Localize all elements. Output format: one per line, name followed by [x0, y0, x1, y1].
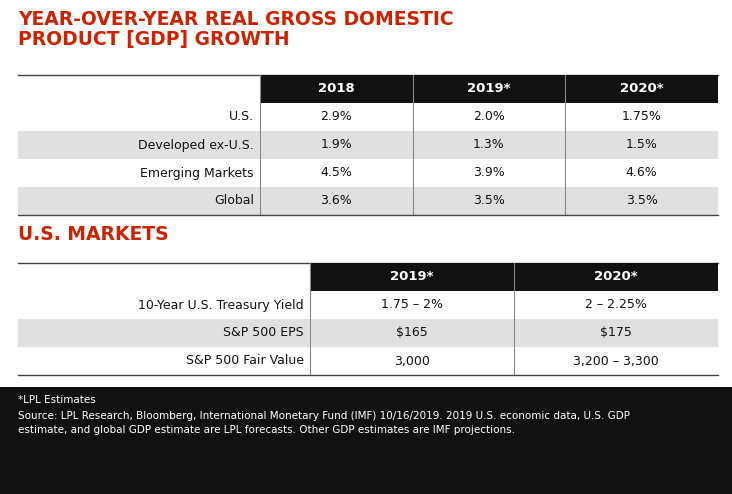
Text: Developed ex-U.S.: Developed ex-U.S. [138, 138, 254, 152]
Text: 1.5%: 1.5% [626, 138, 657, 152]
Text: Emerging Markets: Emerging Markets [141, 166, 254, 179]
Text: YEAR-OVER-YEAR REAL GROSS DOMESTIC: YEAR-OVER-YEAR REAL GROSS DOMESTIC [18, 10, 454, 29]
Text: 4.6%: 4.6% [626, 166, 657, 179]
Text: 3.9%: 3.9% [473, 166, 505, 179]
Bar [18, 187, 718, 215]
Text: Global: Global [214, 195, 254, 207]
Text: S&P 500 Fair Value: S&P 500 Fair Value [186, 355, 304, 368]
Text: 3,000: 3,000 [394, 355, 430, 368]
Text: $175: $175 [600, 327, 632, 339]
Text: 3,200 – 3,300: 3,200 – 3,300 [573, 355, 659, 368]
Text: S&P 500 EPS: S&P 500 EPS [223, 327, 304, 339]
Text: Source: LPL Research, Bloomberg, International Monetary Fund (IMF) 10/16/2019. 2: Source: LPL Research, Bloomberg, Interna… [18, 411, 630, 435]
Text: 2.0%: 2.0% [473, 111, 505, 124]
Text: 1.75 – 2%: 1.75 – 2% [381, 298, 443, 312]
Text: 1.3%: 1.3% [473, 138, 505, 152]
Text: 3.5%: 3.5% [473, 195, 505, 207]
Text: 10-Year U.S. Treasury Yield: 10-Year U.S. Treasury Yield [138, 298, 304, 312]
Text: $165: $165 [396, 327, 428, 339]
Bar [18, 347, 718, 375]
Bar [310, 263, 718, 291]
Bar [0, 387, 732, 494]
Bar [18, 159, 718, 187]
Text: U.S. MARKETS: U.S. MARKETS [18, 225, 168, 244]
Text: 1.75%: 1.75% [621, 111, 662, 124]
Text: PRODUCT [GDP] GROWTH: PRODUCT [GDP] GROWTH [18, 30, 290, 49]
Text: 2.9%: 2.9% [321, 111, 352, 124]
Text: 2020*: 2020* [594, 271, 638, 284]
Text: 2 – 2.25%: 2 – 2.25% [585, 298, 647, 312]
Text: 3.5%: 3.5% [626, 195, 657, 207]
Text: 2020*: 2020* [620, 82, 663, 95]
Text: 4.5%: 4.5% [321, 166, 352, 179]
Bar [260, 75, 718, 103]
Text: 1.9%: 1.9% [321, 138, 352, 152]
Text: U.S.: U.S. [229, 111, 254, 124]
Text: 2019*: 2019* [390, 271, 434, 284]
Text: 2018: 2018 [318, 82, 355, 95]
Bar [18, 131, 718, 159]
Bar [18, 291, 718, 319]
Text: 3.6%: 3.6% [321, 195, 352, 207]
Bar [18, 103, 718, 131]
Bar [18, 319, 718, 347]
Text: *LPL Estimates: *LPL Estimates [18, 395, 96, 405]
Text: 2019*: 2019* [467, 82, 511, 95]
